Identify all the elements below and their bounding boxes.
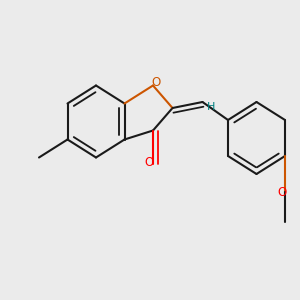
Text: O: O: [145, 156, 154, 170]
Text: O: O: [152, 76, 160, 89]
Text: H: H: [207, 102, 215, 112]
Text: O: O: [278, 185, 286, 199]
